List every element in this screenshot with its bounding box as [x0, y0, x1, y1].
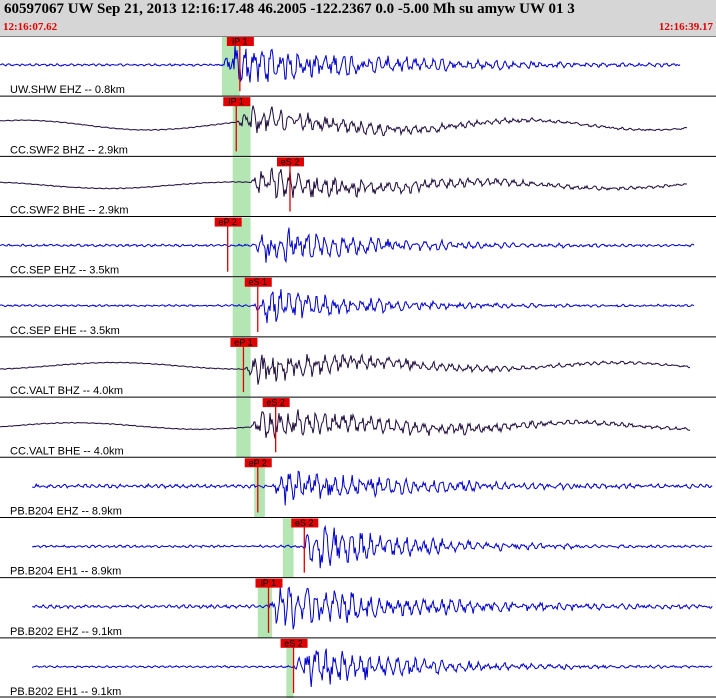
trace-panel: eP 1 CC.VALT BHZ -- 4.0km: [0, 336, 716, 398]
pick-label: eP 2: [219, 217, 237, 227]
waveform-line: [32, 586, 713, 630]
station-label: CC.VALT BHZ -- 4.0km: [10, 385, 123, 397]
waveform-line: [0, 105, 688, 137]
start-time-label: 12:16:07.62: [3, 21, 58, 33]
trace-panel: eP 2 PB.B204 EHZ -- 8.9km: [0, 456, 716, 518]
waveform-line: [0, 227, 695, 264]
station-label: PB.B202 EHZ -- 9.1km: [10, 626, 122, 638]
pick-flag: [244, 458, 272, 468]
station-label: CC.SWF2 BHE -- 2.9km: [10, 205, 129, 217]
waveform-line: [0, 352, 691, 385]
station-label: PB.B204 EH1 -- 8.9km: [10, 566, 121, 578]
end-time-label: 12:16:39.17: [658, 21, 713, 33]
trace-panel: eS 2 CC.VALT BHE -- 4.0km: [0, 396, 716, 458]
pick-flag: [226, 37, 254, 46]
pick-window: [254, 458, 265, 518]
trace-panel: iP 1 CC.SWF2 BHZ -- 2.9km: [0, 95, 716, 157]
pick-window: [232, 217, 251, 277]
pick-label: iP 1: [232, 37, 247, 47]
event-title: 60597067 UW Sep 21, 2013 12:16:17.48 46.…: [4, 1, 575, 17]
pick-window: [232, 157, 251, 217]
trace-panel: eS 2 PB.B202 EH1 -- 9.1km: [0, 637, 716, 698]
pick-flag: [262, 398, 290, 408]
pick-flag: [291, 518, 319, 528]
pick-label: eS 1: [249, 277, 268, 287]
waveform-line: [31, 648, 713, 688]
station-label: UW.SHW EHZ -- 0.8km: [10, 84, 125, 96]
pick-flag: [214, 217, 242, 227]
pick-label: eS 2: [266, 398, 285, 408]
trace-panel: iP 1 PB.B202 EHZ -- 9.1km: [0, 577, 716, 638]
waveform-line: [0, 409, 691, 439]
pick-flag: [255, 578, 283, 588]
pick-window: [232, 97, 251, 157]
trace-panel: eS 2 PB.B204 EH1 -- 8.9km: [0, 516, 716, 578]
waveform-line: [0, 289, 695, 324]
pick-window: [286, 638, 294, 698]
station-label: PB.B204 EHZ -- 8.9km: [10, 505, 122, 517]
pick-window: [282, 518, 294, 578]
waveform-line: [0, 45, 681, 83]
pick-flag: [280, 638, 308, 648]
pick-flag: [230, 337, 258, 347]
pick-label: iP 1: [229, 97, 244, 107]
waveform-line: [32, 524, 713, 569]
trace-panel: iP 1 UW.SHW EHZ -- 0.8km: [0, 36, 716, 97]
pick-flag: [223, 97, 251, 107]
pick-window: [232, 277, 251, 337]
waveform-line: [32, 470, 713, 506]
station-label: CC.SWF2 BHZ -- 2.9km: [10, 144, 128, 156]
station-label: CC.SEP EHZ -- 3.5km: [10, 265, 119, 277]
trace-panel: eS 1 CC.SEP EHE -- 3.5km: [0, 276, 716, 337]
seismogram-panel: iP 1 UW.SHW EHZ -- 0.8km iP 1 CC.SWF2 BHZ -…: [0, 36, 716, 698]
event-header: 60597067 UW Sep 21, 2013 12:16:17.48 46.…: [0, 0, 716, 36]
pick-label: eS 2: [284, 638, 303, 648]
pick-flag: [276, 157, 304, 167]
pick-label: eS 2: [281, 157, 300, 167]
pick-label: eP 1: [234, 337, 252, 347]
pick-flag: [244, 277, 272, 287]
trace-panel: eP 2 CC.SEP EHZ -- 3.5km: [0, 216, 716, 277]
pick-label: eP 2: [249, 458, 267, 468]
station-label: CC.SEP EHE -- 3.5km: [10, 325, 120, 337]
trace-panel: eS 2 CC.SWF2 BHE -- 2.9km: [0, 155, 716, 217]
waveform-line: [0, 167, 688, 199]
station-label: PB.B202 EH1 -- 9.1km: [10, 686, 121, 698]
station-label: CC.VALT BHE -- 4.0km: [10, 445, 124, 457]
pick-label: iP 1: [261, 578, 276, 588]
pick-label: eS 2: [295, 518, 314, 528]
